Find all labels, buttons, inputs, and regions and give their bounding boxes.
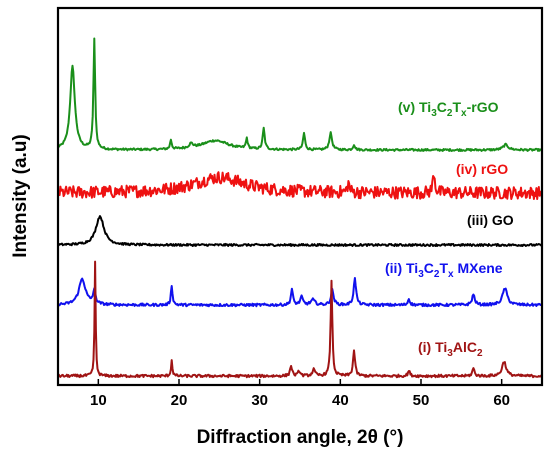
series-labels: (v) Ti3C2Tx-rGO(iv) rGO(iii) GO(ii) Ti3C… [385,99,514,359]
x-axis-title: Diffraction angle, 2θ (°) [197,427,404,448]
label-text: (iii) GO [467,212,514,228]
label-text: (iv) rGO [456,161,508,177]
label-text: (ii) Ti [385,260,418,276]
x-tick-label: 40 [332,392,349,409]
label-text: C [424,260,434,276]
label-subscript: x [448,269,454,280]
label-text: T [452,99,461,115]
label-text: -rGO [467,99,499,115]
x-tick-label: 60 [493,392,510,409]
x-tick-label: 20 [171,392,188,409]
x-tick-label: 50 [413,392,430,409]
series-line [58,37,542,152]
label-subscript: x [461,108,467,119]
series-line [58,260,542,379]
series-label: (i) Ti3AlC2 [418,339,483,359]
series-label: (iv) rGO [456,161,508,177]
label-subscript: 3 [431,108,437,119]
label-subscript: 2 [447,108,453,119]
label-text: MXene [454,260,503,276]
label-subscript: 3 [418,269,424,280]
series-label: (v) Ti3C2Tx-rGO [398,99,499,119]
label-subscript: 2 [434,269,440,280]
x-axis-ticks: 10 20 30 40 50 60 [90,379,510,409]
x-tick-label: 10 [90,392,107,409]
series-label: (ii) Ti3C2Tx MXene [385,260,503,280]
series-line [58,215,542,247]
series-label: (iii) GO [467,212,514,228]
series-group [58,37,542,379]
label-text: (v) Ti [398,99,431,115]
plot-area [56,6,544,387]
x-tick-label: 30 [251,392,268,409]
label-subscript: 3 [447,348,453,359]
label-text: AlC [453,339,477,355]
plot-frame [56,6,544,387]
series-line [58,171,542,200]
label-text: C [437,99,447,115]
label-text: T [439,260,448,276]
label-subscript: 2 [477,348,483,359]
series-line [58,277,542,308]
label-text: (i) Ti [418,339,447,355]
y-axis-title: Intensity (a.u) [10,134,31,258]
